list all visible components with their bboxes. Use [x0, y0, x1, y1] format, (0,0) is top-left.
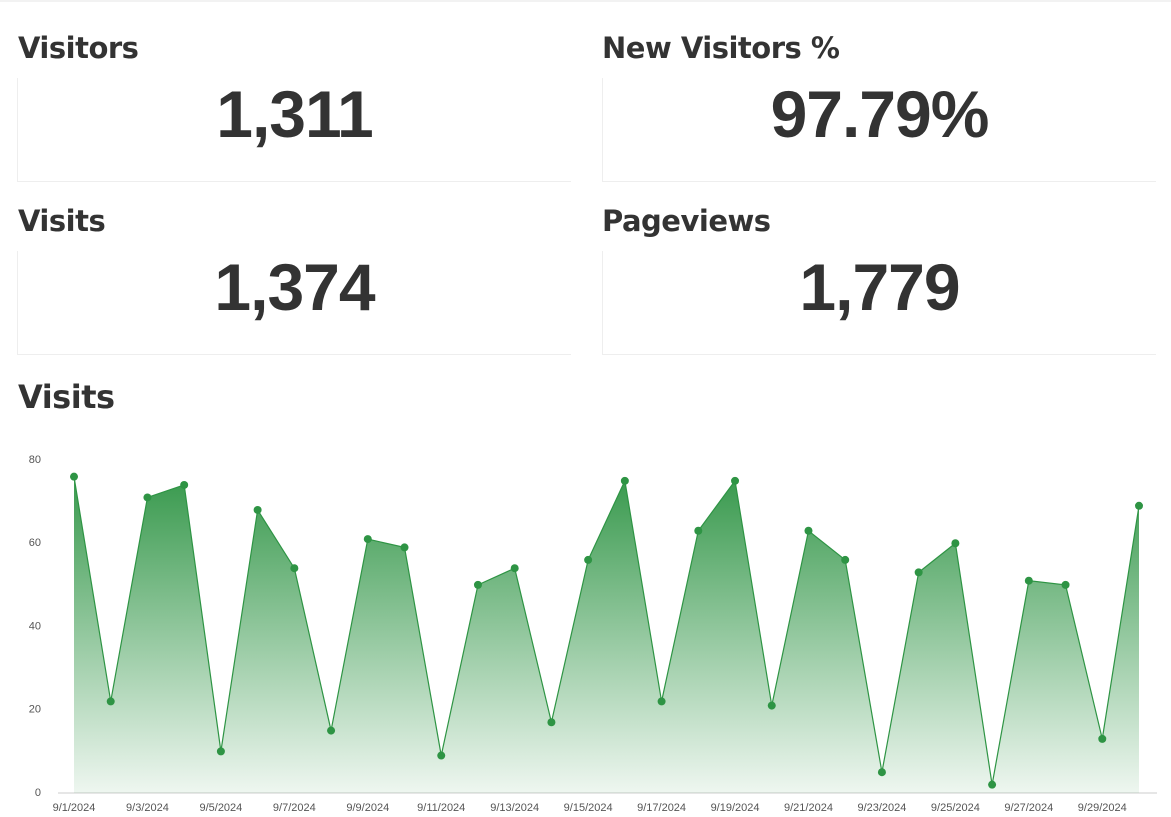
- data-point: [437, 751, 446, 760]
- x-tick-label: 9/1/2024: [53, 802, 96, 814]
- x-tick-label: 9/9/2024: [346, 802, 389, 814]
- x-tick-label: 9/29/2024: [1078, 802, 1127, 814]
- data-point: [547, 718, 556, 727]
- data-point: [70, 472, 78, 481]
- y-tick-label: 80: [29, 454, 41, 466]
- kpi-label: Visitors: [18, 31, 139, 65]
- data-point: [657, 697, 666, 706]
- data-point: [694, 526, 703, 535]
- y-tick-label: 60: [29, 537, 41, 549]
- data-point: [951, 539, 960, 548]
- data-point: [327, 726, 336, 735]
- area-fill: [74, 476, 1139, 793]
- data-point: [180, 480, 189, 489]
- data-point: [106, 697, 115, 706]
- kpi-label: Pageviews: [602, 204, 771, 238]
- data-point: [290, 564, 299, 573]
- data-point: [988, 780, 997, 789]
- data-point: [767, 701, 776, 710]
- x-tick-label: 9/13/2024: [490, 802, 539, 814]
- x-tick-label: 9/3/2024: [126, 802, 169, 814]
- kpi-card: 1,374: [17, 251, 571, 355]
- chart-title: Visits: [18, 378, 115, 416]
- y-tick-label: 20: [29, 704, 41, 716]
- kpi-card: 1,311: [17, 78, 571, 182]
- kpi-label: New Visitors %: [602, 31, 840, 65]
- kpi-value: 1,311: [216, 77, 374, 151]
- data-point: [253, 505, 262, 514]
- data-point: [620, 476, 629, 485]
- data-point: [473, 580, 482, 589]
- x-tick-label: 9/5/2024: [199, 802, 242, 814]
- x-tick-label: 9/11/2024: [417, 802, 465, 814]
- x-tick-label: 9/25/2024: [931, 802, 980, 814]
- x-tick-label: 9/7/2024: [273, 802, 316, 814]
- data-point: [1061, 580, 1070, 589]
- kpi-label: Visits: [18, 204, 106, 238]
- x-tick-label: 9/17/2024: [637, 802, 686, 814]
- y-tick-label: 0: [35, 787, 41, 799]
- y-tick-label: 40: [29, 620, 41, 632]
- data-point: [510, 564, 519, 573]
- x-tick-label: 9/19/2024: [711, 802, 760, 814]
- data-point: [584, 555, 593, 564]
- data-point: [841, 555, 850, 564]
- kpi-value: 97.79%: [770, 77, 990, 151]
- x-tick-label: 9/21/2024: [784, 802, 833, 814]
- data-point: [216, 747, 225, 756]
- data-point: [914, 568, 923, 577]
- kpi-card: 97.79%: [602, 78, 1156, 182]
- data-point: [731, 476, 740, 485]
- top-border: [0, 0, 1171, 2]
- data-point: [804, 526, 813, 535]
- x-tick-label: 9/15/2024: [564, 802, 613, 814]
- kpi-value: 1,374: [214, 250, 375, 324]
- x-tick-label: 9/23/2024: [857, 802, 906, 814]
- data-point: [363, 535, 372, 544]
- x-tick-label: 9/27/2024: [1004, 802, 1053, 814]
- data-point: [1135, 501, 1143, 510]
- data-point: [1024, 576, 1033, 585]
- data-point: [143, 493, 152, 502]
- data-point: [877, 768, 886, 777]
- data-point: [1098, 734, 1107, 743]
- area-line: [73, 476, 1140, 785]
- kpi-value: 1,779: [799, 250, 960, 324]
- kpi-card: 1,779: [602, 251, 1156, 355]
- data-point: [400, 543, 409, 552]
